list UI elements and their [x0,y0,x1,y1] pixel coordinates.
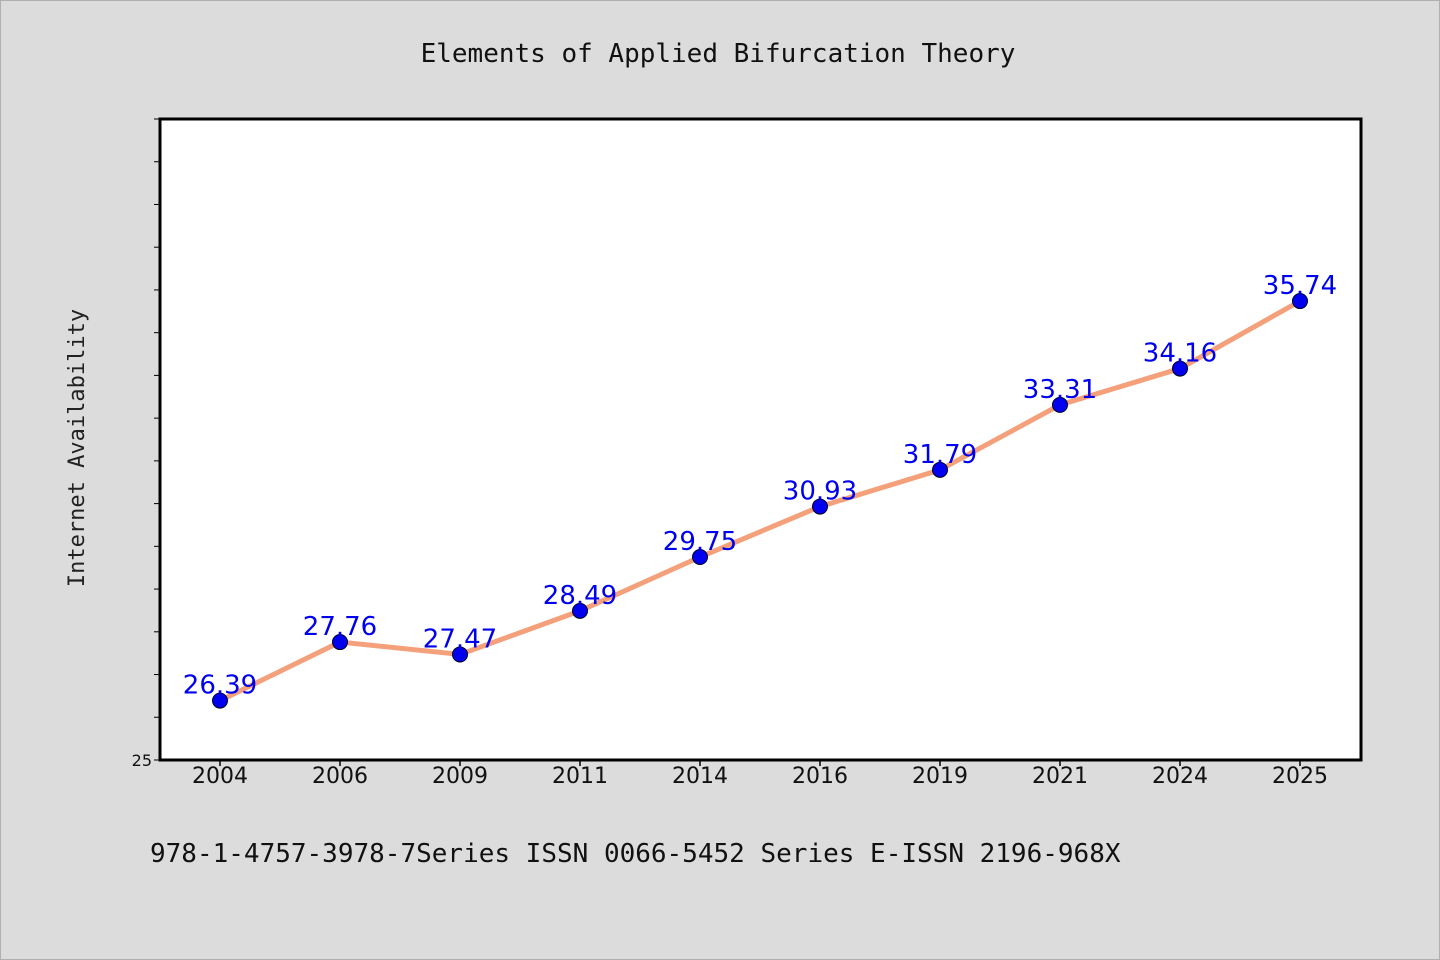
x-tick-label: 2006 [312,764,368,789]
data-point [572,602,588,619]
data-label: 35.74 [1263,271,1337,301]
data-point [332,634,348,651]
footer-isbn: 978-1-4757-3978-7Series ISSN 0066-5452 S… [150,839,1121,869]
data-point [812,498,828,515]
y-axis-ticks [154,118,160,761]
data-point [1292,293,1308,310]
data-label: 26.39 [183,671,257,701]
x-tick-label: 2011 [552,764,608,789]
series-markers [212,293,1308,709]
x-tick-label: 2024 [1152,764,1208,789]
data-point [692,549,708,566]
data-point [932,461,948,478]
data-label: 27.47 [423,624,497,654]
chart-title: Elements of Applied Bifurcation Theory [421,39,1016,69]
x-axis-ticks: 2004 2006 2009 2011 2014 2016 2019 2021 2024 2025 [192,760,1328,789]
series-line-group [217,298,1303,704]
data-label: 33.31 [1023,375,1097,405]
x-tick-label: 2014 [672,764,728,789]
x-tick-label: 2019 [912,764,968,789]
data-label: 29.75 [663,527,737,557]
data-labels: 26.39 27.76 27.47 28.49 29.75 30.93 31.79 33.31… [183,271,1337,701]
data-point [452,646,468,663]
data-point [1172,360,1188,377]
y-axis-label: Internet Availability [65,309,90,587]
data-label: 30.93 [783,477,857,507]
x-tick-label: 2009 [432,764,488,789]
series-line [217,298,1303,704]
x-tick-label: 2021 [1032,764,1088,789]
data-point [1052,396,1068,413]
x-tick-label: 2025 [1272,764,1328,789]
y-tick-label: 25 [132,751,152,770]
plot-area [158,117,1363,762]
data-label: 34.16 [1143,339,1217,369]
x-tick-label: 2016 [792,764,848,789]
x-tick-label: 2004 [192,764,248,789]
data-label: 28.49 [543,581,617,611]
data-label: 31.79 [903,440,977,470]
data-point [212,692,228,709]
data-label: 27.76 [303,612,377,642]
